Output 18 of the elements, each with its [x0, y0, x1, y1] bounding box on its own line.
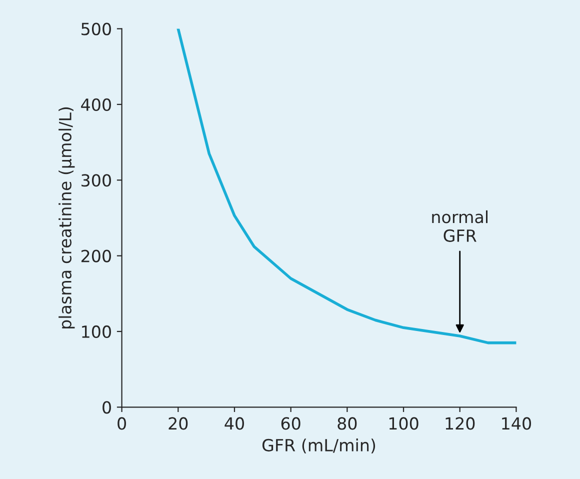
x-tick-label: 60: [281, 417, 300, 430]
x-tick-label: 80: [338, 417, 357, 430]
y-tick-label: 200: [81, 250, 111, 262]
x-tick-label: 20: [168, 417, 188, 430]
x-tick-label: 120: [446, 417, 475, 430]
x-axis-title: GFR (mL/min): [262, 438, 376, 454]
y-axis-title: plasma creatinine (µmol/L): [58, 107, 75, 328]
y-tick-label: 0: [102, 401, 111, 414]
y-tick-label: 400: [81, 98, 111, 111]
y-tick-label: 500: [82, 22, 111, 36]
line-series: [176, 28, 516, 344]
y-tick-label: 300: [82, 174, 111, 187]
x-tick-label: 100: [389, 417, 418, 430]
x-tick-label: 0: [118, 417, 126, 430]
x-tick-label: 40: [224, 417, 244, 430]
annotation: normal GFR: [432, 210, 488, 242]
y-tick-label: 100: [82, 325, 111, 338]
x-tick-label: 140: [502, 417, 531, 430]
